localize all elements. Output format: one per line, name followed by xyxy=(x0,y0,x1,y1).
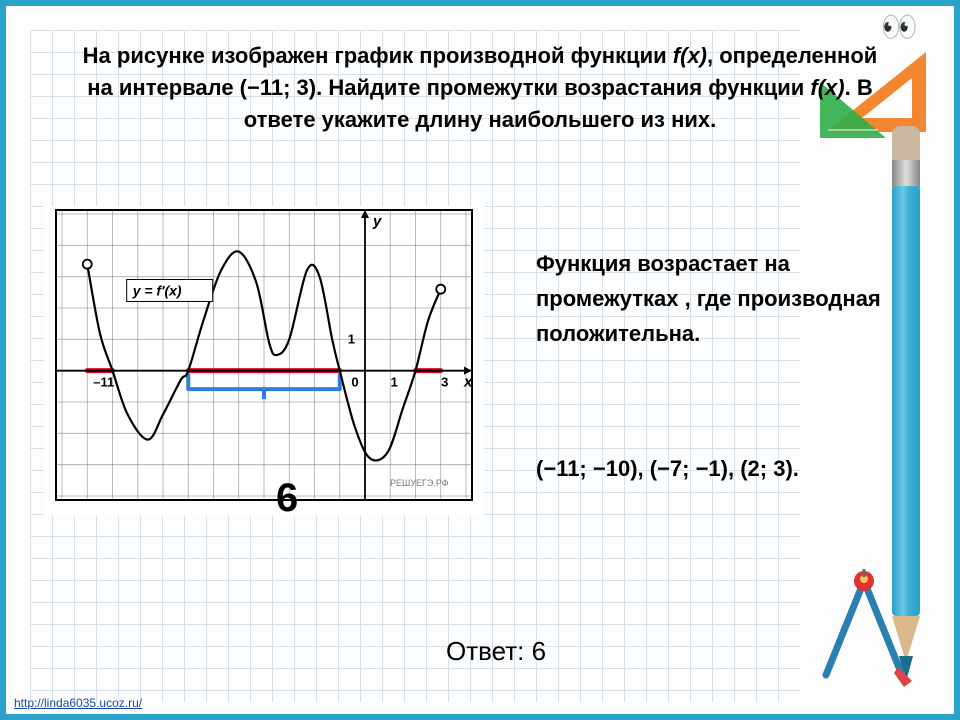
svg-text:1: 1 xyxy=(348,331,355,346)
intervals-text: (−11; −10), (−7; −1), (2; 3). xyxy=(536,456,799,482)
svg-text:0: 0 xyxy=(351,375,358,390)
problem-text: На рисунке изображен график производной … xyxy=(70,40,890,136)
chart-svg: –11 0 1 3 1 x y y = f′(x) РЕШУЕГЭ.РФ xyxy=(44,206,484,516)
svg-text:x: x xyxy=(463,374,473,391)
svg-text:РЕШУЕГЭ.РФ: РЕШУЕГЭ.РФ xyxy=(390,478,449,488)
compass-icon xyxy=(804,569,934,694)
slide-frame: 👀 На рисунке изображен график производно… xyxy=(0,0,960,720)
answer-text: Ответ: 6 xyxy=(446,636,546,667)
explanation-text: Функция возрастает на промежутках , где … xyxy=(536,246,916,352)
svg-text:y = f′(x): y = f′(x) xyxy=(132,282,182,298)
svg-text:3: 3 xyxy=(441,375,448,390)
svg-text:1: 1 xyxy=(391,375,398,390)
svg-text:–11: –11 xyxy=(93,375,114,390)
length-label: 6 xyxy=(276,476,298,521)
source-link[interactable]: http://linda6035.ucoz.ru/ xyxy=(14,696,142,710)
eyes-icon: 👀 xyxy=(881,10,918,45)
derivative-chart: –11 0 1 3 1 x y y = f′(x) РЕШУЕГЭ.РФ xyxy=(44,206,484,516)
svg-text:y: y xyxy=(372,213,382,230)
